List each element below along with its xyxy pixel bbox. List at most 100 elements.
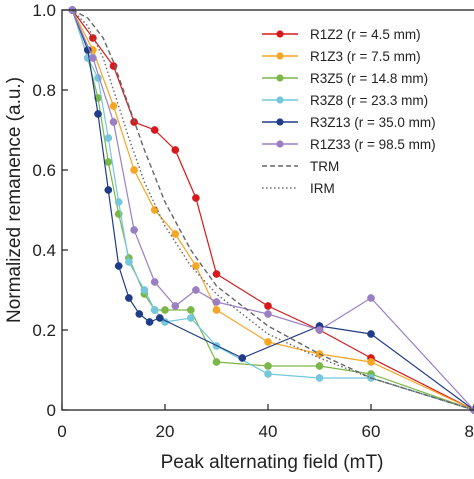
data-point [89,34,97,42]
data-point [264,370,272,378]
data-point [238,354,247,362]
data-point [109,118,118,126]
x-tick-label: 20 [156,422,175,441]
data-point [212,306,221,314]
y-tick-label: 0.8 [32,81,56,100]
series-r1z2 [68,6,474,414]
data-point [367,358,375,366]
data-point [104,158,113,166]
x-tick-label: 40 [259,422,278,441]
data-point [212,298,221,306]
x-tick-label: 80 [465,422,474,441]
data-point [264,362,272,370]
data-point [264,310,272,318]
data-point [150,126,159,134]
data-point [367,330,375,338]
legend-label: R3Z5 (r = 14.8 mm) [310,71,428,86]
y-axis-ticks: 0 0.2 0.4 0.6 0.8 1.0 [32,1,68,420]
series-r3z8 [68,6,474,414]
legend-label: R3Z8 (r = 23.3 mm) [310,93,428,108]
series-line [71,9,474,411]
series-line [71,9,474,411]
series-trm [71,9,474,411]
x-tick-label: 0 [57,422,66,441]
legend-swatch-marker [276,118,284,126]
data-point [130,166,138,174]
legend-label: IRM [310,181,335,196]
legend-item-r1z2: R1Z2 (r = 4.5 mm) [262,27,421,42]
legend-item-r1z3: R1Z3 (r = 7.5 mm) [262,49,421,64]
legend-swatch-marker [276,96,284,104]
data-point [125,258,133,266]
data-point [94,110,102,118]
data-point [104,186,113,194]
data-point [212,358,221,366]
plot-frame [61,9,474,411]
data-point [130,226,138,234]
legend-item-trm: TRM [262,159,339,174]
legend-item-r3z13: R3Z13 (r = 35.0 mm) [262,115,436,130]
data-point [150,278,159,286]
data-point [140,286,149,294]
legend-swatch-marker [276,140,284,148]
data-point [114,262,123,270]
data-point [264,302,272,310]
data-point [264,338,272,346]
series-r1z33 [68,6,474,414]
legend-label: R1Z3 (r = 7.5 mm) [310,49,421,64]
y-tick-label: 0 [47,401,56,420]
series-line [71,9,474,411]
data-point [109,102,118,110]
data-point [315,362,324,370]
series-line [71,9,474,411]
data-point [104,134,113,142]
legend-item-r3z5: R3Z5 (r = 14.8 mm) [262,71,428,86]
y-tick-label: 1.0 [32,1,56,20]
legend-item-irm: IRM [262,181,335,196]
data-point [315,374,324,382]
x-axis-ticks: 0 20 40 60 80 [57,404,474,441]
series-irm [71,9,474,411]
series-line [71,9,474,411]
data-point [155,314,164,322]
data-point [186,314,195,322]
legend: R1Z2 (r = 4.5 mm) R1Z3 (r = 7.5 mm) R3Z5 (… [262,27,436,196]
legend-label: R3Z13 (r = 35.0 mm) [310,115,436,130]
data-point [367,294,375,302]
y-axis-title: Normalized remanence (a.u.) [4,77,25,323]
data-point [150,306,159,314]
data-point [89,54,97,62]
y-tick-label: 0.4 [32,241,56,260]
legend-label: R1Z2 (r = 4.5 mm) [310,27,421,42]
y-tick-label: 0.2 [32,321,56,340]
data-point [171,230,180,238]
x-axis-title: Peak alternating field (mT) [161,452,384,473]
data-point [186,306,195,314]
series-line [71,9,474,411]
data-point [171,302,180,310]
legend-label: TRM [310,159,339,174]
legend-swatch-marker [276,30,284,38]
data-point [114,198,123,206]
legend-item-r3z8: R3Z8 (r = 23.3 mm) [262,93,428,108]
data-point [135,310,144,318]
data-point [192,286,200,294]
y-tick-label: 0.6 [32,161,56,180]
x-tick-label: 60 [362,422,381,441]
data-point [212,270,221,278]
data-point [125,294,133,302]
series-r3z13 [68,6,474,414]
data-point [171,146,180,154]
series-r3z5 [68,6,474,414]
data-point [161,306,169,314]
legend-label: R1Z33 (r = 98.5 mm) [310,137,436,152]
data-point [192,194,200,202]
series-line [71,9,474,411]
series-line [71,9,474,411]
data-point [192,262,200,270]
series-r1z3 [68,6,474,414]
legend-item-r1z33: R1Z33 (r = 98.5 mm) [262,137,436,152]
data-point [315,326,324,334]
data-point [145,318,154,326]
